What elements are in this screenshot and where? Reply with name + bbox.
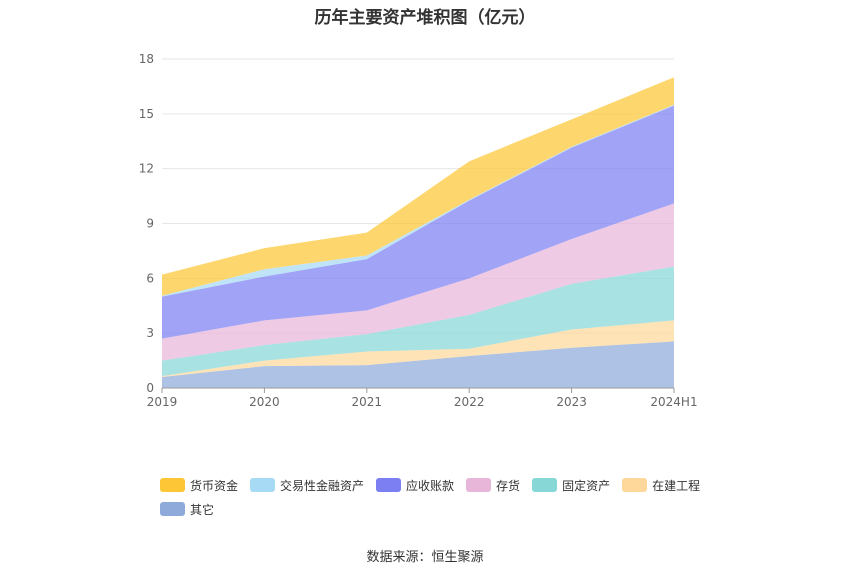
- x-tick-label: 2019: [147, 395, 178, 409]
- legend-item[interactable]: 存货: [466, 473, 520, 497]
- legend-swatch: [622, 478, 648, 492]
- x-tick-label: 2022: [454, 395, 485, 409]
- legend-item[interactable]: 固定资产: [532, 473, 610, 497]
- y-tick-label: 9: [146, 217, 154, 231]
- legend-label: 货币资金: [190, 478, 239, 493]
- legend-item[interactable]: 应收账款: [376, 473, 454, 497]
- legend-label: 其它: [190, 502, 215, 517]
- chart-title: 历年主要资产堆积图（亿元）: [314, 8, 536, 28]
- legend-swatch: [160, 478, 185, 492]
- area-series-3: [162, 203, 674, 361]
- legend-swatch: [466, 478, 492, 492]
- area-series-1: [162, 320, 674, 378]
- y-tick-label: 3: [146, 326, 154, 340]
- y-tick-label: 6: [146, 271, 154, 285]
- legend-swatch: [532, 478, 558, 492]
- area-series-4: [162, 105, 674, 339]
- area-layer: [162, 77, 674, 388]
- x-tick-label: 2021: [352, 395, 383, 409]
- legend-swatch: [160, 502, 185, 516]
- y-tick-label: 15: [139, 107, 154, 121]
- legend-item[interactable]: 在建工程: [622, 473, 700, 497]
- axes: 0 3 6 9 12 15 18 2019 2020 2021 2022 2023 2024H1: [139, 52, 698, 409]
- legend-label: 应收账款: [406, 478, 455, 493]
- area-series-0: [162, 341, 674, 388]
- legend-label: 存货: [496, 478, 521, 493]
- y-tick-label: 0: [146, 381, 154, 395]
- y-tick-label: 18: [139, 52, 154, 66]
- x-tick-label: 2024H1: [650, 395, 697, 409]
- x-tick-label: 2020: [249, 395, 280, 409]
- area-series-6: [162, 77, 674, 296]
- y-tick-label: 12: [139, 162, 154, 176]
- stacked-area-chart: 0 3 6 9 12 15 18 2019 2020 2021 2022 2023 2024H1: [139, 52, 698, 409]
- area-series-2: [162, 266, 674, 377]
- x-tick-label: 2023: [556, 395, 587, 409]
- legend-item[interactable]: 货币资金: [160, 473, 238, 497]
- legend-label: 交易性金融资产: [280, 478, 365, 493]
- legend-item[interactable]: 其它: [160, 497, 214, 521]
- legend-label: 固定资产: [562, 478, 611, 493]
- legend: 货币资金 交易性金融资产 应收账款 存货 固定资产 在建工程其它: [160, 473, 720, 521]
- legend-item[interactable]: 交易性金融资产: [250, 473, 364, 497]
- legend-swatch: [376, 478, 402, 492]
- data-source: 数据来源：恒生聚源: [366, 550, 484, 565]
- legend-label: 在建工程: [652, 478, 701, 493]
- legend-swatch: [250, 478, 276, 492]
